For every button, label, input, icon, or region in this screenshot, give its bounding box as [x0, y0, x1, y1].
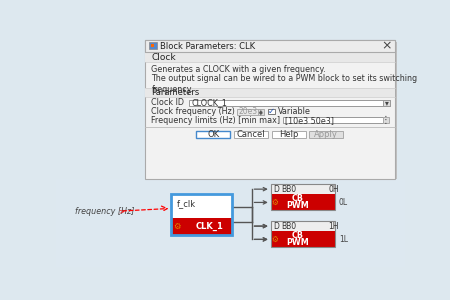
Text: Clock: Clock: [152, 52, 176, 62]
Text: ▼: ▼: [259, 110, 263, 116]
Text: ✓: ✓: [268, 107, 275, 116]
Text: Cancel: Cancel: [237, 130, 266, 139]
FancyBboxPatch shape: [234, 131, 268, 138]
FancyBboxPatch shape: [151, 44, 154, 47]
Text: ⚙: ⚙: [271, 198, 279, 207]
FancyBboxPatch shape: [145, 40, 395, 179]
FancyBboxPatch shape: [382, 100, 390, 106]
Text: Clock ID: Clock ID: [152, 98, 184, 107]
Text: CB: CB: [292, 194, 304, 203]
FancyBboxPatch shape: [382, 117, 389, 123]
FancyBboxPatch shape: [272, 131, 306, 138]
Text: ⋮: ⋮: [381, 115, 391, 125]
FancyBboxPatch shape: [189, 100, 390, 106]
FancyBboxPatch shape: [268, 109, 275, 114]
FancyBboxPatch shape: [283, 117, 382, 123]
Text: frequency [Hz]: frequency [Hz]: [76, 207, 135, 216]
Text: CLK_1: CLK_1: [195, 222, 223, 231]
Text: ▲: ▲: [259, 108, 263, 113]
Text: 0L: 0L: [339, 198, 348, 207]
Text: CB: CB: [292, 231, 304, 240]
Text: Apply: Apply: [315, 130, 338, 139]
FancyBboxPatch shape: [171, 194, 232, 218]
Text: Frequency limits (Hz) [min max]: Frequency limits (Hz) [min max]: [152, 116, 281, 125]
Text: The output signal can be wired to a PWM block to set its switching
frequency.: The output signal can be wired to a PWM …: [152, 74, 418, 94]
Text: Generates a CLOCK with a given frequency.: Generates a CLOCK with a given frequency…: [152, 65, 326, 74]
Text: D: D: [274, 222, 279, 231]
Text: ▾: ▾: [385, 98, 388, 107]
FancyBboxPatch shape: [147, 41, 396, 180]
Text: Help: Help: [279, 130, 298, 139]
FancyBboxPatch shape: [258, 109, 264, 115]
Text: PWM: PWM: [287, 201, 309, 210]
FancyBboxPatch shape: [56, 179, 405, 267]
Text: BB0: BB0: [281, 185, 296, 194]
FancyBboxPatch shape: [271, 184, 335, 194]
Text: PWM: PWM: [287, 238, 309, 247]
FancyBboxPatch shape: [149, 42, 157, 49]
Text: Clock frequency (Hz): Clock frequency (Hz): [152, 107, 235, 116]
Text: ⚙: ⚙: [173, 222, 180, 231]
FancyBboxPatch shape: [271, 194, 335, 210]
FancyBboxPatch shape: [145, 40, 395, 52]
FancyBboxPatch shape: [171, 218, 232, 235]
Text: BB0: BB0: [281, 222, 296, 231]
FancyBboxPatch shape: [271, 231, 335, 248]
FancyBboxPatch shape: [271, 221, 335, 231]
Text: 0H: 0H: [328, 185, 339, 194]
Text: CLOCK_1: CLOCK_1: [192, 98, 227, 107]
Text: f_clk: f_clk: [176, 199, 196, 208]
Text: Variable: Variable: [278, 107, 310, 116]
Text: D: D: [274, 185, 279, 194]
FancyBboxPatch shape: [145, 52, 395, 62]
Text: ⚙: ⚙: [271, 235, 279, 244]
FancyBboxPatch shape: [309, 131, 343, 138]
Text: ×: ×: [382, 40, 392, 53]
FancyBboxPatch shape: [196, 131, 230, 138]
Text: 20e3: 20e3: [238, 107, 258, 116]
Text: Block Parameters: CLK: Block Parameters: CLK: [160, 42, 255, 51]
Text: 1H: 1H: [328, 222, 339, 231]
Text: Parameters: Parameters: [152, 88, 200, 97]
FancyBboxPatch shape: [237, 109, 258, 115]
FancyBboxPatch shape: [145, 88, 395, 97]
Text: >: >: [118, 208, 124, 214]
Text: [10e3 50e3]: [10e3 50e3]: [285, 116, 334, 125]
Text: OK: OK: [207, 130, 220, 139]
Text: 1L: 1L: [339, 235, 348, 244]
